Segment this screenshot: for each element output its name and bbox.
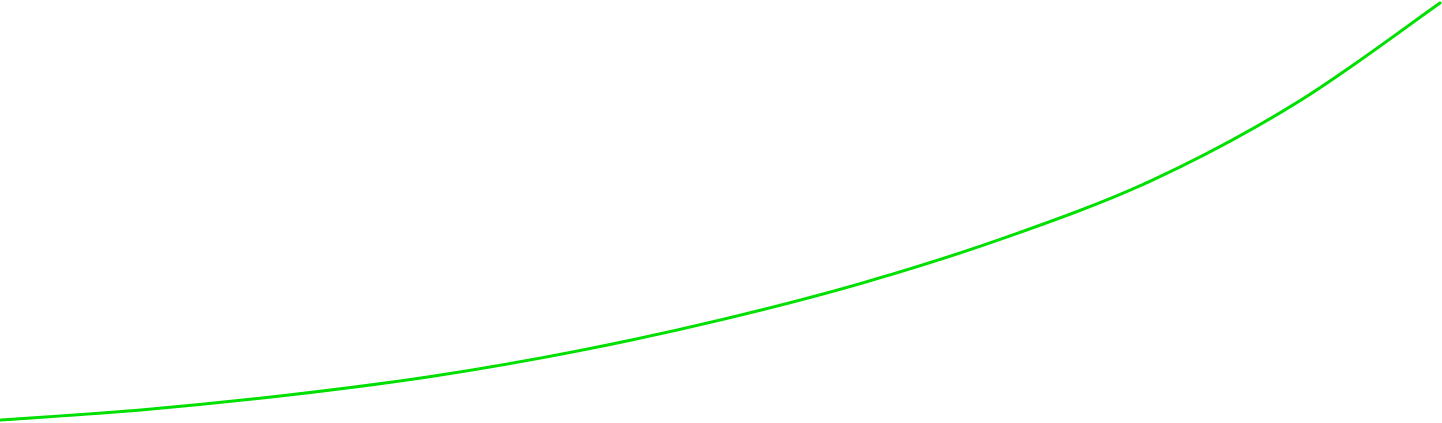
line-chart — [0, 1, 1442, 422]
series-layer — [0, 1, 1442, 422]
series-line-0 — [0, 1, 1442, 422]
chart-container — [0, 1, 1442, 422]
